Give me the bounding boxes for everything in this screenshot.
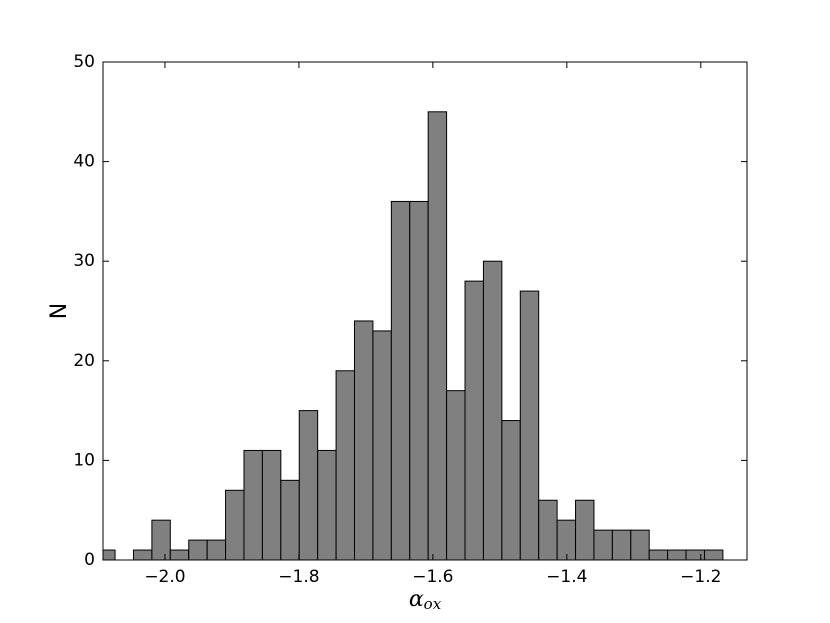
x-tick-label: −1.8 xyxy=(278,567,319,587)
bar xyxy=(225,489,245,560)
bar xyxy=(703,549,724,560)
bar xyxy=(261,449,282,560)
x-tick-label: −1.6 xyxy=(412,567,453,587)
bar xyxy=(243,449,263,560)
bar xyxy=(501,420,521,560)
bar xyxy=(464,280,484,560)
x-tick-label: −1.4 xyxy=(546,567,587,587)
bar xyxy=(188,539,208,560)
bar xyxy=(667,549,687,560)
bar xyxy=(280,479,300,560)
x-tick-label: −2.0 xyxy=(144,567,185,587)
bar xyxy=(103,549,116,560)
bar xyxy=(685,549,705,560)
bars xyxy=(103,111,724,560)
y-tick-label: 0 xyxy=(84,550,95,570)
bar xyxy=(427,111,448,560)
x-label-symbol: α xyxy=(409,587,424,612)
bar xyxy=(132,549,153,560)
bar xyxy=(446,390,466,560)
bar xyxy=(630,529,650,560)
bar xyxy=(372,330,392,560)
bar xyxy=(593,529,613,560)
bar xyxy=(169,549,190,560)
bar xyxy=(409,200,429,560)
bar xyxy=(556,519,577,560)
bar xyxy=(482,260,503,560)
bar xyxy=(575,499,595,560)
y-tick-label: 30 xyxy=(73,251,95,271)
bar xyxy=(151,519,171,560)
y-tick-label: 50 xyxy=(73,52,95,72)
x-axis-label: αox xyxy=(409,587,442,613)
bar xyxy=(206,539,227,560)
bar xyxy=(519,290,540,560)
bar xyxy=(298,410,319,560)
plot-frame xyxy=(102,61,748,561)
bar xyxy=(538,499,558,560)
x-tick-label: −1.2 xyxy=(680,567,721,587)
bar xyxy=(335,370,356,560)
bar xyxy=(317,449,337,560)
bar xyxy=(611,529,632,560)
y-tick-label: 10 xyxy=(73,450,95,470)
y-axis-label: N xyxy=(47,303,72,319)
x-label-subscript: ox xyxy=(424,595,442,613)
bar xyxy=(648,549,669,560)
y-tick-label: 40 xyxy=(73,152,95,172)
y-tick-label: 20 xyxy=(73,351,95,371)
bar xyxy=(390,200,411,560)
bar xyxy=(354,320,374,560)
